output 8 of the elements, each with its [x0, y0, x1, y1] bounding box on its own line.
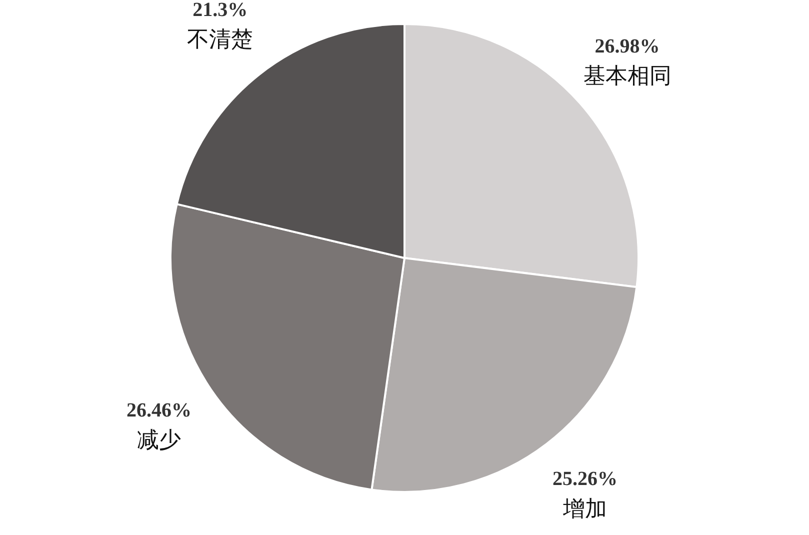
data-label: 26.98%	[594, 36, 660, 58]
data-label: 26.46%	[126, 400, 192, 422]
data-label: 21.3%	[192, 0, 248, 22]
slice-label: 不清楚	[187, 28, 254, 53]
slice-label: 减少	[137, 428, 182, 454]
slice-label: 基本相同	[583, 64, 672, 90]
data-label: 25.26%	[552, 468, 618, 490]
slice-label: 增加	[562, 496, 608, 522]
